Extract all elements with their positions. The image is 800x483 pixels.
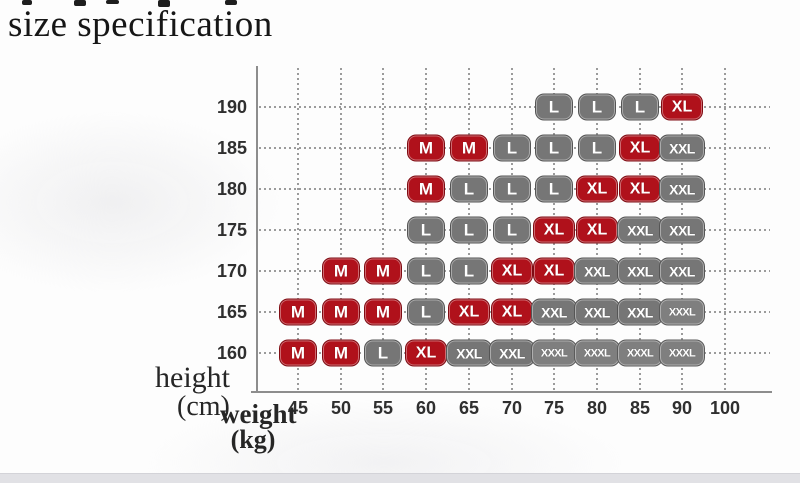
y-tick-label-170: 170: [216, 261, 247, 281]
size-badge-l-h185-w80: L: [578, 134, 616, 162]
size-badge-m-h165-w55: M: [364, 298, 402, 326]
x-tick-label-70: 70: [501, 398, 523, 418]
size-badge-l-h185-w70: L: [493, 134, 531, 162]
size-badge-xxl-h170-w90: XXL: [659, 257, 705, 285]
size-badge-xxl-h185-w90: XXL: [659, 134, 705, 162]
size-badge-xl-h160-w60: XL: [405, 339, 447, 367]
x-tick-label-65: 65: [458, 398, 480, 418]
x-tick-label-55: 55: [372, 398, 394, 418]
size-badge-xxxl-h160-w80: XXXL: [574, 339, 620, 367]
y-tick-label-185: 185: [216, 138, 247, 158]
x-tick-label-45: 45: [287, 398, 309, 418]
x-axis-title-line2: (kg): [230, 425, 276, 454]
size-badge-l-h175-w70: L: [493, 216, 531, 244]
y-tick-label-190: 190: [216, 97, 247, 117]
size-badge-l-h175-w65: L: [450, 216, 488, 244]
size-badge-m-h160-w45: M: [279, 339, 317, 367]
size-badge-l-h165-w60: L: [407, 298, 445, 326]
size-badge-l-h185-w75: L: [535, 134, 573, 162]
size-badge-l-h190-w85: L: [621, 93, 659, 121]
size-badge-l-h180-w65: L: [450, 175, 488, 203]
size-badge-xxxl-h160-w85: XXXL: [617, 339, 663, 367]
gridline-height-190: [259, 106, 770, 108]
size-badge-xxl-h175-w90: XXL: [659, 216, 705, 244]
size-badge-xl-h175-w75: XL: [533, 216, 575, 244]
size-badge-l-h180-w70: L: [493, 175, 531, 203]
size-badge-m-h185-w60: M: [407, 134, 445, 162]
size-badge-m-h170-w50: M: [322, 257, 360, 285]
x-axis-line: [251, 391, 772, 393]
x-tick-label-50: 50: [330, 398, 352, 418]
size-badge-xxl-h170-w85: XXL: [617, 257, 663, 285]
y-axis-title-line1: height: [155, 361, 230, 394]
cropped-text-artifact: [106, 0, 119, 4]
size-badge-xl-h165-w70: XL: [491, 298, 533, 326]
image-bottom-edge: [0, 473, 800, 483]
x-tick-label-85: 85: [629, 398, 651, 418]
page-title: size specification: [8, 4, 273, 45]
size-badge-xxl-h160-w65: XXL: [446, 339, 492, 367]
size-badge-xxxl-h160-w90: XXXL: [659, 339, 705, 367]
size-badge-xl-h180-w85: XL: [619, 175, 661, 203]
x-tick-label-60: 60: [415, 398, 437, 418]
cropped-text-artifact: [22, 0, 32, 5]
size-badge-l-h190-w75: L: [535, 93, 573, 121]
size-badge-xxl-h160-w70: XXL: [489, 339, 535, 367]
size-badge-xxl-h165-w85: XXL: [617, 298, 663, 326]
cropped-text-artifact: [74, 0, 86, 6]
size-badge-xl-h185-w85: XL: [619, 134, 661, 162]
size-badge-xxl-h175-w85: XXL: [617, 216, 663, 244]
size-badge-xl-h190-w90: XL: [661, 93, 703, 121]
x-tick-label-100: 100: [709, 398, 741, 418]
size-badge-m-h165-w45: M: [279, 298, 317, 326]
y-axis-title-line2: (cm): [177, 391, 230, 422]
size-badge-l-h170-w60: L: [407, 257, 445, 285]
size-badge-l-h170-w65: L: [450, 257, 488, 285]
y-tick-label-175: 175: [216, 220, 247, 240]
size-badge-xxxl-h165-w90: XXXL: [659, 298, 705, 326]
size-badge-xxl-h170-w80: XXL: [574, 257, 620, 285]
size-badge-l-h180-w75: L: [535, 175, 573, 203]
size-badge-m-h165-w50: M: [322, 298, 360, 326]
size-badge-m-h160-w50: M: [322, 339, 360, 367]
y-axis-line: [256, 66, 258, 392]
x-tick-label-90: 90: [671, 398, 693, 418]
x-tick-label-80: 80: [586, 398, 608, 418]
y-tick-label-180: 180: [216, 179, 247, 199]
size-badge-l-h190-w80: L: [578, 93, 616, 121]
size-badge-m-h180-w60: M: [407, 175, 445, 203]
size-badge-m-h170-w55: M: [364, 257, 402, 285]
x-tick-label-75: 75: [543, 398, 565, 418]
size-badge-xl-h175-w80: XL: [576, 216, 618, 244]
cropped-text-artifact: [158, 0, 170, 7]
size-badge-xxl-h165-w75: XXL: [531, 298, 577, 326]
size-badge-xxl-h180-w90: XXL: [659, 175, 705, 203]
size-badge-xxxl-h160-w75: XXXL: [531, 339, 577, 367]
cropped-text-artifact: [225, 0, 237, 5]
size-badge-xl-h165-w65: XL: [448, 298, 490, 326]
size-badge-xxl-h165-w80: XXL: [574, 298, 620, 326]
x-axis-title-line1: weight: [220, 399, 297, 429]
y-tick-label-160: 160: [216, 343, 247, 363]
size-badge-l-h160-w55: L: [364, 339, 402, 367]
size-badge-m-h185-w65: M: [450, 134, 488, 162]
size-badge-l-h175-w60: L: [407, 216, 445, 244]
y-tick-label-165: 165: [216, 302, 247, 322]
size-badge-xl-h170-w70: XL: [491, 257, 533, 285]
size-badge-xl-h180-w80: XL: [576, 175, 618, 203]
size-badge-xl-h170-w75: XL: [533, 257, 575, 285]
